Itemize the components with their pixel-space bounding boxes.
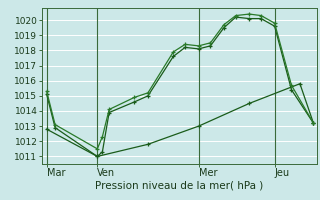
X-axis label: Pression niveau de la mer( hPa ): Pression niveau de la mer( hPa ) [95,181,263,191]
